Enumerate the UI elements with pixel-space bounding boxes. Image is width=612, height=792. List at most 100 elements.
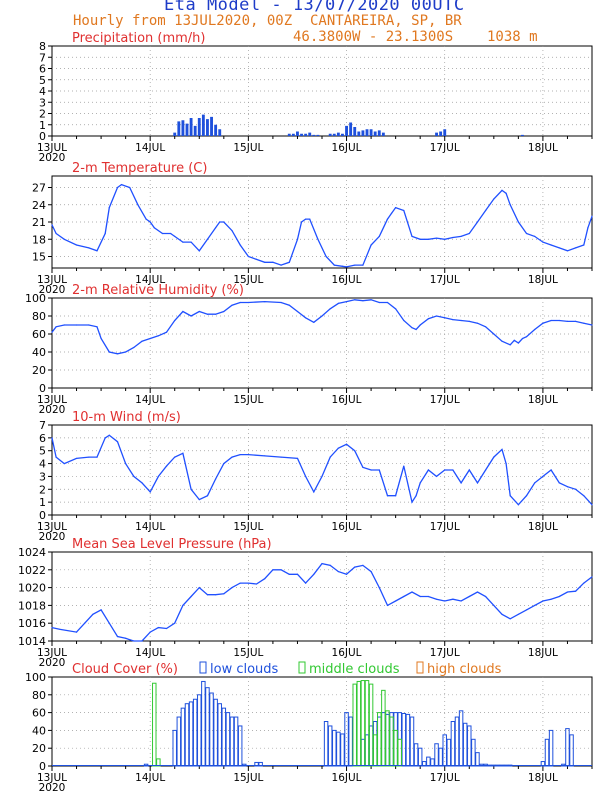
data-point	[174, 319, 176, 322]
data-point	[493, 198, 495, 200]
precip-bar	[312, 134, 316, 136]
data-point	[239, 301, 241, 304]
data-point	[116, 441, 119, 443]
data-point	[542, 475, 544, 478]
cloud-bar	[417, 747, 423, 767]
precip-bar	[521, 134, 524, 136]
data-point	[558, 595, 560, 598]
cloud-bar	[450, 721, 456, 767]
y-tick-label: 21	[32, 216, 46, 229]
data-point	[264, 455, 266, 457]
data-point	[305, 582, 307, 584]
precip-bar	[193, 125, 197, 136]
data-point	[288, 261, 290, 263]
data-point	[329, 456, 331, 458]
data-point	[153, 227, 155, 229]
precip-bar	[214, 124, 218, 136]
cloud-bar	[544, 738, 550, 767]
data-point	[125, 637, 127, 639]
data-point	[198, 587, 200, 589]
data-point	[419, 595, 421, 598]
cloud-bar	[336, 731, 341, 767]
panel-title: 2-m Temperature (C)	[72, 161, 207, 176]
data-point	[223, 310, 225, 313]
cloud-bar	[385, 710, 390, 767]
data-point	[566, 320, 569, 322]
cloud-bar	[152, 682, 157, 767]
data-point	[403, 465, 405, 467]
data-point	[427, 469, 429, 471]
precip-bar	[210, 116, 213, 136]
cloud-bar	[393, 712, 398, 767]
precip-bar	[439, 131, 443, 136]
data-point	[542, 241, 544, 243]
x-tick-label: 16JUL	[332, 521, 362, 533]
data-point	[75, 631, 78, 633]
x-tick-label: 15JUL	[233, 142, 263, 154]
precip-bar	[181, 120, 185, 136]
data-point	[223, 221, 225, 223]
legend-swatch	[298, 661, 306, 674]
data-point	[525, 232, 528, 235]
cloud-bar	[434, 743, 439, 767]
data-point	[509, 495, 511, 497]
data-point	[108, 207, 110, 209]
data-point	[325, 255, 327, 258]
data-point	[460, 600, 462, 602]
cloud-bar	[471, 738, 476, 767]
data-point	[341, 265, 344, 267]
data-point	[215, 594, 217, 596]
panel-title: Precipitation (mm/h)	[72, 31, 205, 46]
data-point	[133, 346, 135, 349]
cloud-bar	[229, 716, 235, 767]
data-point	[427, 238, 429, 240]
data-point	[435, 237, 438, 239]
x-tick-label: 18JUL	[528, 521, 558, 533]
cloud-bar	[188, 701, 194, 767]
data-point	[63, 238, 65, 240]
y-tick-label: 24	[32, 199, 46, 212]
data-point	[96, 456, 98, 458]
y-tick-label: 1016	[18, 617, 46, 630]
cloud-bar	[213, 698, 218, 767]
cloud-bar	[360, 738, 366, 767]
data-point	[247, 453, 249, 456]
data-point	[321, 562, 323, 565]
data-point	[231, 587, 233, 589]
data-point	[460, 235, 462, 237]
x-tick-label: 17JUL	[430, 394, 460, 406]
precip-bar	[353, 127, 357, 136]
precip-bar	[381, 132, 385, 136]
data-point	[206, 238, 209, 240]
data-point	[157, 335, 159, 337]
data-point	[435, 315, 438, 317]
data-point	[427, 595, 429, 598]
data-point	[550, 598, 552, 600]
data-point	[591, 324, 593, 326]
legend-label: middle clouds	[309, 662, 400, 677]
data-point	[182, 452, 184, 454]
data-point	[333, 264, 335, 266]
data-point	[468, 595, 470, 598]
y-tick-label: 60	[32, 328, 46, 341]
data-point	[534, 604, 536, 607]
data-point	[55, 456, 57, 458]
x-year-label: 2020	[39, 284, 66, 296]
data-point	[190, 241, 192, 243]
data-point	[141, 640, 143, 642]
data-point	[509, 204, 511, 206]
data-point	[288, 573, 290, 575]
precip-bar	[443, 129, 447, 136]
panel-title: 10-m Wind (m/s)	[72, 410, 181, 425]
data-point	[296, 573, 299, 575]
data-point	[525, 609, 528, 611]
data-point	[174, 235, 176, 237]
data-point	[386, 604, 389, 607]
data-point	[247, 301, 249, 304]
x-tick-label: 17JUL	[430, 274, 460, 286]
data-point	[566, 250, 569, 252]
data-point	[63, 462, 65, 465]
x-tick-label: 13JUL	[37, 521, 67, 533]
data-point	[190, 315, 192, 317]
data-point	[452, 319, 454, 321]
